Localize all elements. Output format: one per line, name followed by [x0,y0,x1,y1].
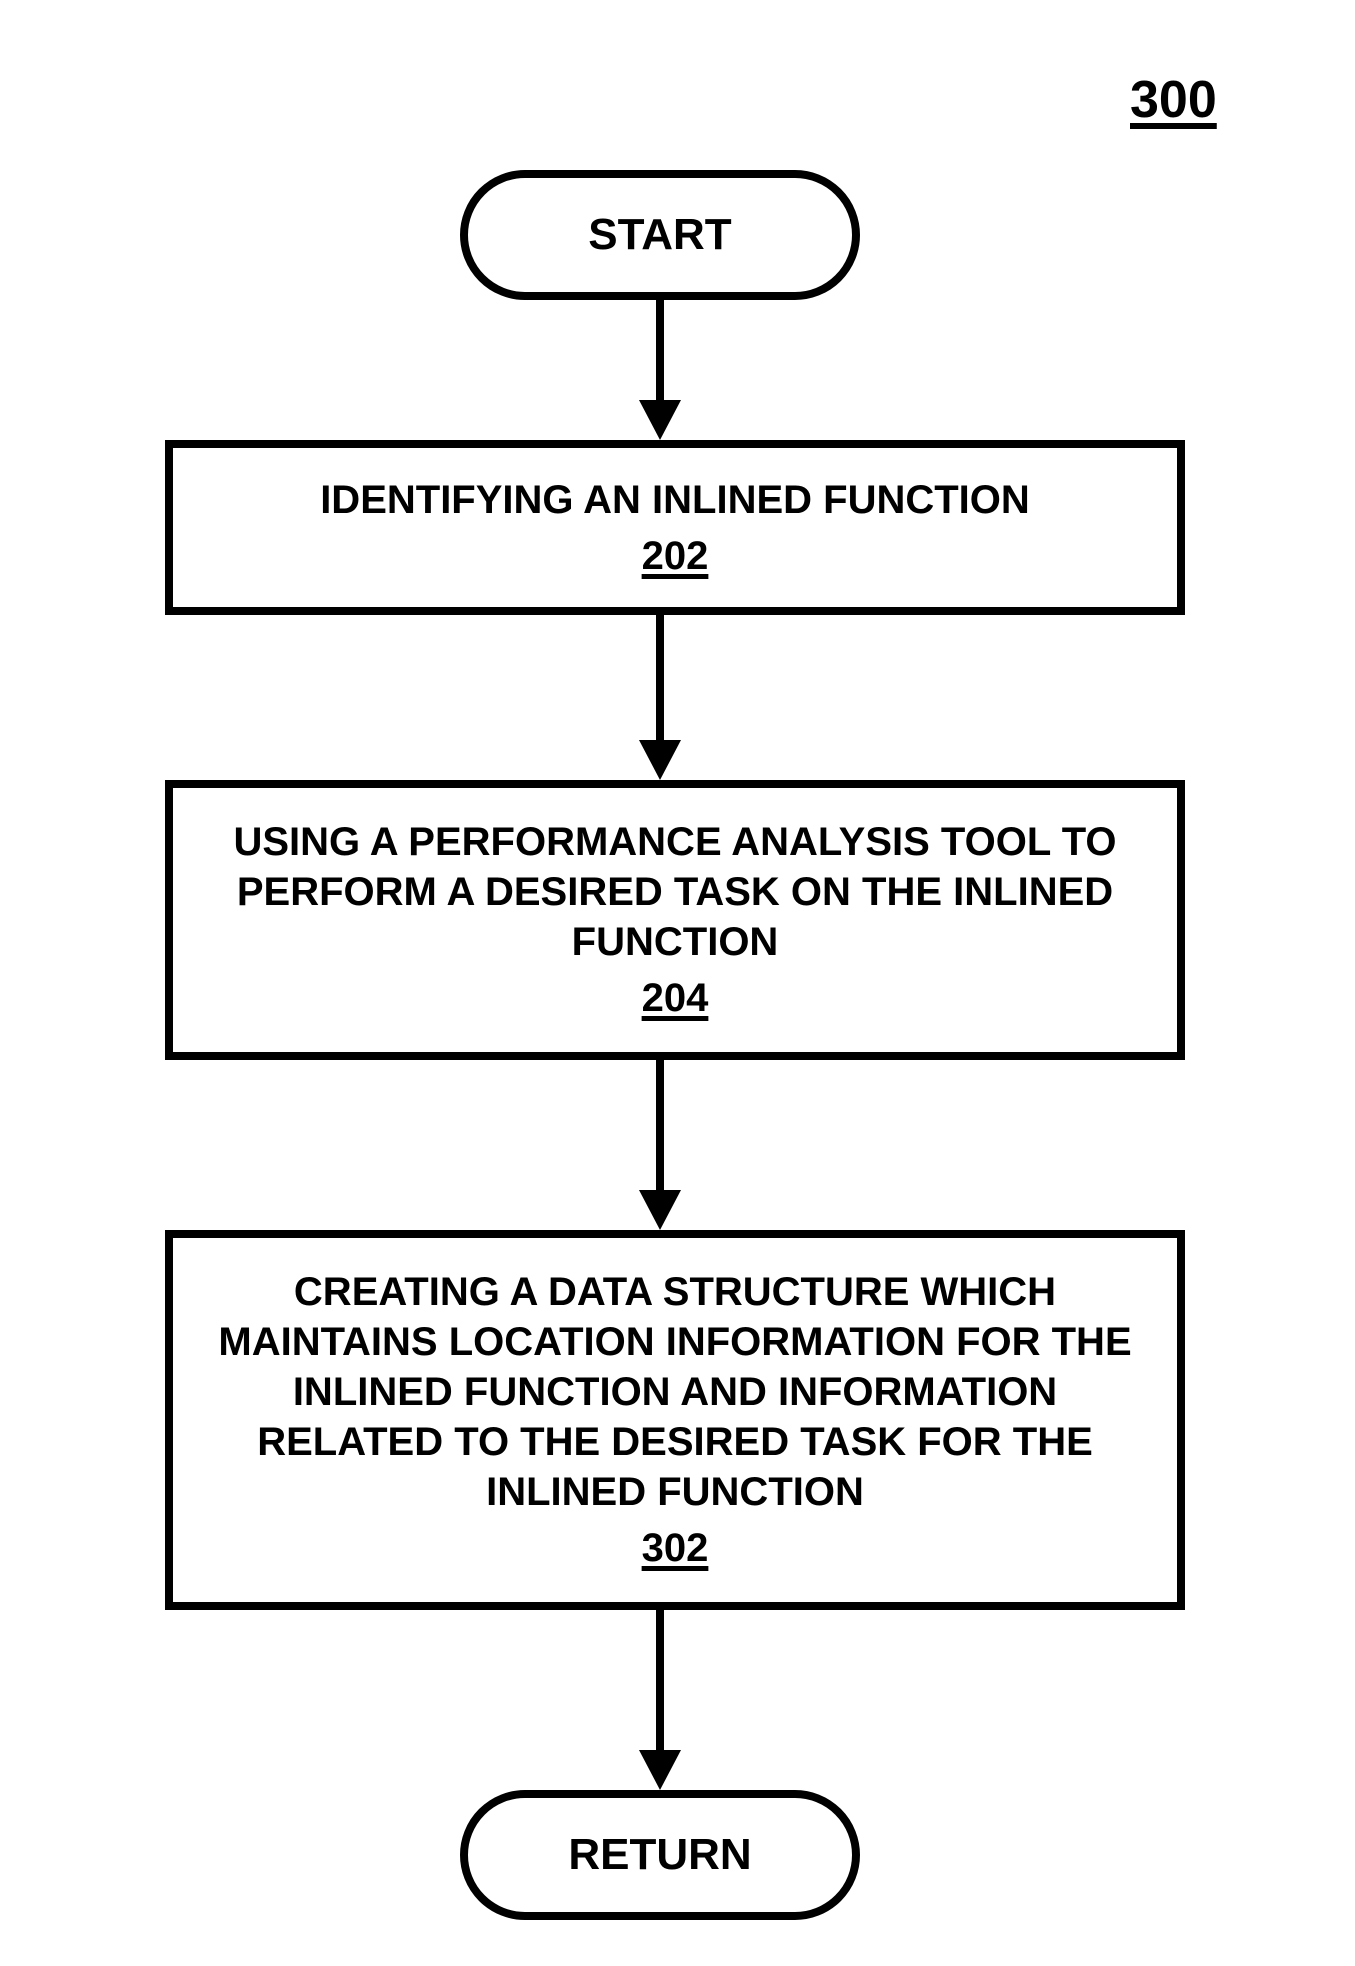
process-step-202: IDENTIFYING AN INLINED FUNCTION 202 [165,440,1185,615]
step-text-line: FUNCTION [572,917,779,967]
step-text-line: MAINTAINS LOCATION INFORMATION FOR THE [218,1317,1131,1367]
step-text-line: INLINED FUNCTION AND INFORMATION [293,1367,1057,1417]
step-text-line: PERFORM A DESIRED TASK ON THE INLINED [237,867,1113,917]
step-text-line: CREATING A DATA STRUCTURE WHICH [294,1267,1056,1317]
step-text-line: USING A PERFORMANCE ANALYSIS TOOL TO [233,817,1116,867]
step-text-line: INLINED FUNCTION [486,1467,864,1517]
start-terminal: START [460,170,860,300]
step-text-line: RELATED TO THE DESIRED TASK FOR THE [257,1417,1093,1467]
step-text: IDENTIFYING AN INLINED FUNCTION [320,475,1030,525]
step-number: 302 [642,1523,709,1573]
return-terminal: RETURN [460,1790,860,1920]
return-label: RETURN [568,1830,751,1880]
figure-number: 300 [1130,70,1217,130]
step-number: 202 [642,531,709,581]
process-step-302: CREATING A DATA STRUCTURE WHICH MAINTAIN… [165,1230,1185,1610]
start-label: START [588,210,731,260]
step-number: 204 [642,973,709,1023]
flowchart-canvas: 300 START IDENTIFYING AN INLINED FUNCTIO… [0,0,1355,1966]
process-step-204: USING A PERFORMANCE ANALYSIS TOOL TO PER… [165,780,1185,1060]
